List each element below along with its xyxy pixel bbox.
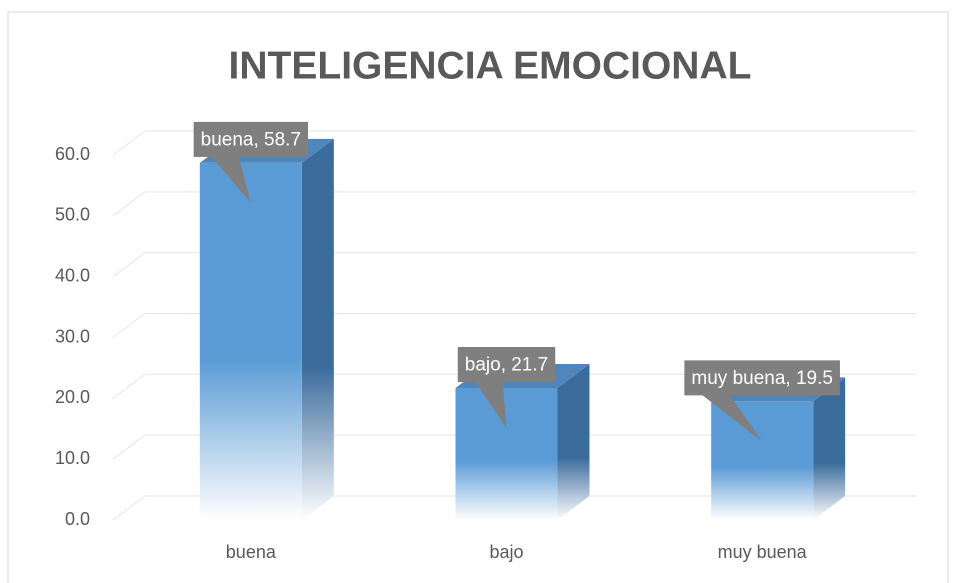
y-tick-label: 50.0	[55, 205, 90, 225]
y-tick-label: 30.0	[55, 326, 90, 346]
x-tick-label: buena	[226, 542, 277, 562]
callout-pointer	[701, 394, 763, 442]
bar-side	[813, 377, 846, 520]
bar	[711, 401, 814, 520]
grid-floor	[112, 252, 146, 278]
callout-pointer	[474, 380, 507, 428]
callout-box	[684, 360, 840, 396]
y-tick-label: 40.0	[55, 265, 90, 285]
bar-side	[557, 363, 590, 520]
grid-floor	[112, 191, 146, 217]
x-tick-label: muy buena	[718, 542, 808, 562]
grid-floor	[112, 313, 146, 338]
y-tick-label: 10.0	[55, 448, 90, 468]
x-tick-label: bajo	[489, 542, 523, 562]
bar-side	[301, 138, 334, 521]
callout-pointer	[210, 155, 251, 203]
bar	[455, 387, 558, 520]
grid-floor	[112, 495, 146, 521]
grid-floor	[112, 434, 146, 460]
y-tick-label: 60.0	[55, 144, 90, 164]
data-label: muy buena, 19.5	[691, 368, 833, 389]
callout-box	[457, 346, 556, 382]
data-label: bajo, 21.7	[465, 355, 548, 376]
y-tick-label: 20.0	[55, 387, 90, 407]
grid-floor	[112, 373, 146, 399]
grid-floor	[112, 130, 146, 156]
bar	[199, 162, 302, 521]
data-label: buena, 58.7	[201, 129, 301, 150]
callout-box	[193, 121, 309, 157]
chart-title: INTELIGENCIA EMOCIONAL	[229, 44, 752, 87]
y-tick-label: 0.0	[65, 509, 90, 529]
